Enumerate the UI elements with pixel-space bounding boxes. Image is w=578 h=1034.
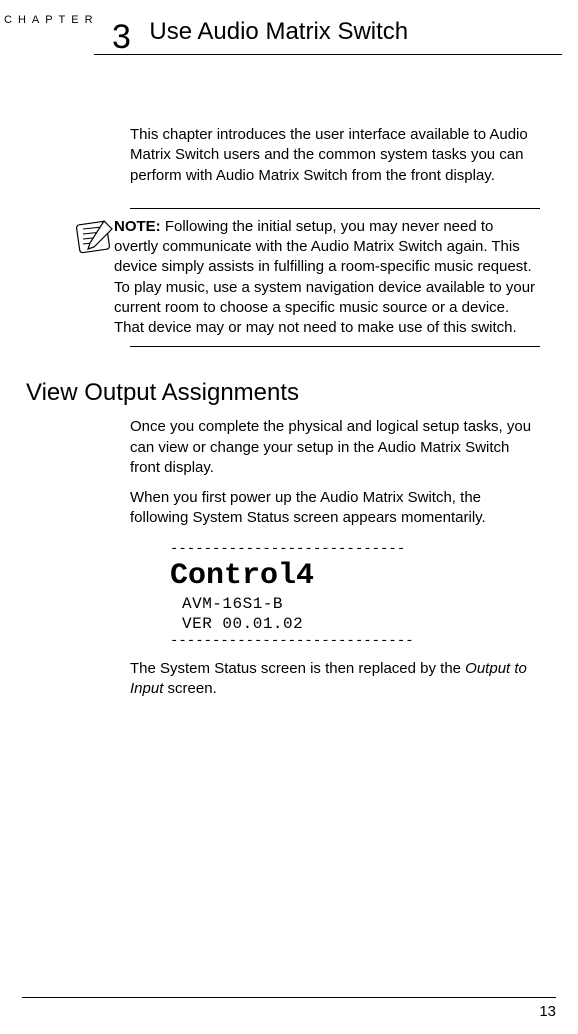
headline-rule [94, 54, 562, 55]
intro-paragraph: This chapter introduces the user interfa… [130, 125, 540, 186]
note-rule-bottom [130, 346, 540, 347]
note-rule-top [130, 208, 540, 209]
lcd-brand: Control4 [170, 559, 540, 593]
note-text: NOTE: Following the initial setup, you m… [114, 217, 540, 339]
page-number: 13 [539, 1003, 556, 1020]
lcd-model: AVM-16S1-B [182, 595, 540, 613]
closing-paragraph: The System Status screen is then replace… [130, 659, 540, 700]
section-body: Once you complete the physical and logic… [130, 417, 540, 699]
chapter-number: 3 [112, 18, 131, 56]
lcd-version: VER 00.01.02 [182, 615, 540, 633]
section-para-2: When you first power up the Audio Matrix… [130, 488, 540, 529]
body-column: This chapter introduces the user interfa… [130, 125, 540, 347]
chapter-tag: CHAPTER [4, 14, 99, 26]
closing-post: screen. [163, 680, 216, 697]
page: CHAPTER 3 Use Audio Matrix Switch This c… [0, 0, 578, 1034]
note-block: NOTE: Following the initial setup, you m… [130, 208, 540, 348]
section-heading: View Output Assignments [26, 379, 556, 407]
lcd-dashes-bottom: ----------------------------- [170, 633, 540, 649]
footer-rule [22, 997, 556, 998]
note-icon [74, 217, 114, 339]
lcd-display: ---------------------------- Control4 AV… [170, 541, 540, 649]
note-label: NOTE: [114, 218, 161, 235]
chapter-title: Use Audio Matrix Switch [149, 18, 408, 45]
chapter-headline: 3 Use Audio Matrix Switch [112, 18, 556, 65]
closing-pre: The System Status screen is then replace… [130, 660, 465, 677]
lcd-dashes-top: ---------------------------- [170, 541, 540, 557]
note-body: Following the initial setup, you may nev… [114, 218, 535, 336]
section-para-1: Once you complete the physical and logic… [130, 417, 540, 478]
